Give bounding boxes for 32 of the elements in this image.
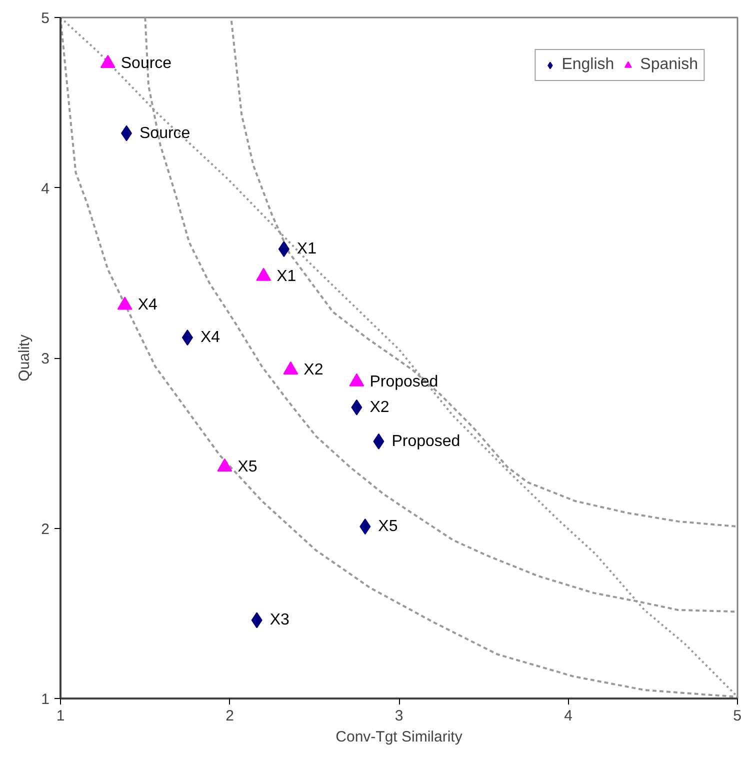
annotation: X5 (378, 518, 398, 536)
point (100, 54, 116, 68)
annotation: X4 (200, 329, 220, 346)
legend-label: Spanish (640, 56, 698, 74)
annotation: X2 (304, 361, 324, 378)
y-tick-label: 4 (41, 180, 50, 198)
annotation: X1 (276, 268, 296, 285)
annotation: Proposed (392, 432, 460, 450)
y-tick-label: 3 (41, 350, 50, 368)
annotation: X4 (138, 296, 158, 314)
legend-label: English (562, 56, 614, 74)
point (283, 361, 298, 374)
point (256, 268, 272, 281)
annotation: Source (140, 124, 190, 142)
y-tick-label: 2 (41, 520, 50, 538)
x-axis-title: Conv-Tgt Similarity (336, 728, 463, 746)
annotation: Source (120, 54, 172, 72)
x-tick-label: 3 (394, 708, 404, 724)
annotation: X5 (238, 458, 258, 476)
x-tick-label: 2 (226, 708, 234, 724)
y-tick-label: 5 (41, 10, 50, 27)
x-tick-label: 1 (56, 708, 65, 724)
point (349, 373, 364, 386)
annotation: X3 (270, 612, 290, 629)
annotation: X2 (370, 398, 390, 416)
x-tick-label: 5 (733, 708, 741, 724)
y-tick-label: 1 (41, 691, 50, 708)
x-tick-label: 4 (564, 708, 572, 724)
annotation: Proposed (370, 373, 438, 390)
y-axis-title: Quality (16, 334, 34, 382)
annotation: X1 (296, 240, 317, 258)
point (117, 296, 132, 310)
